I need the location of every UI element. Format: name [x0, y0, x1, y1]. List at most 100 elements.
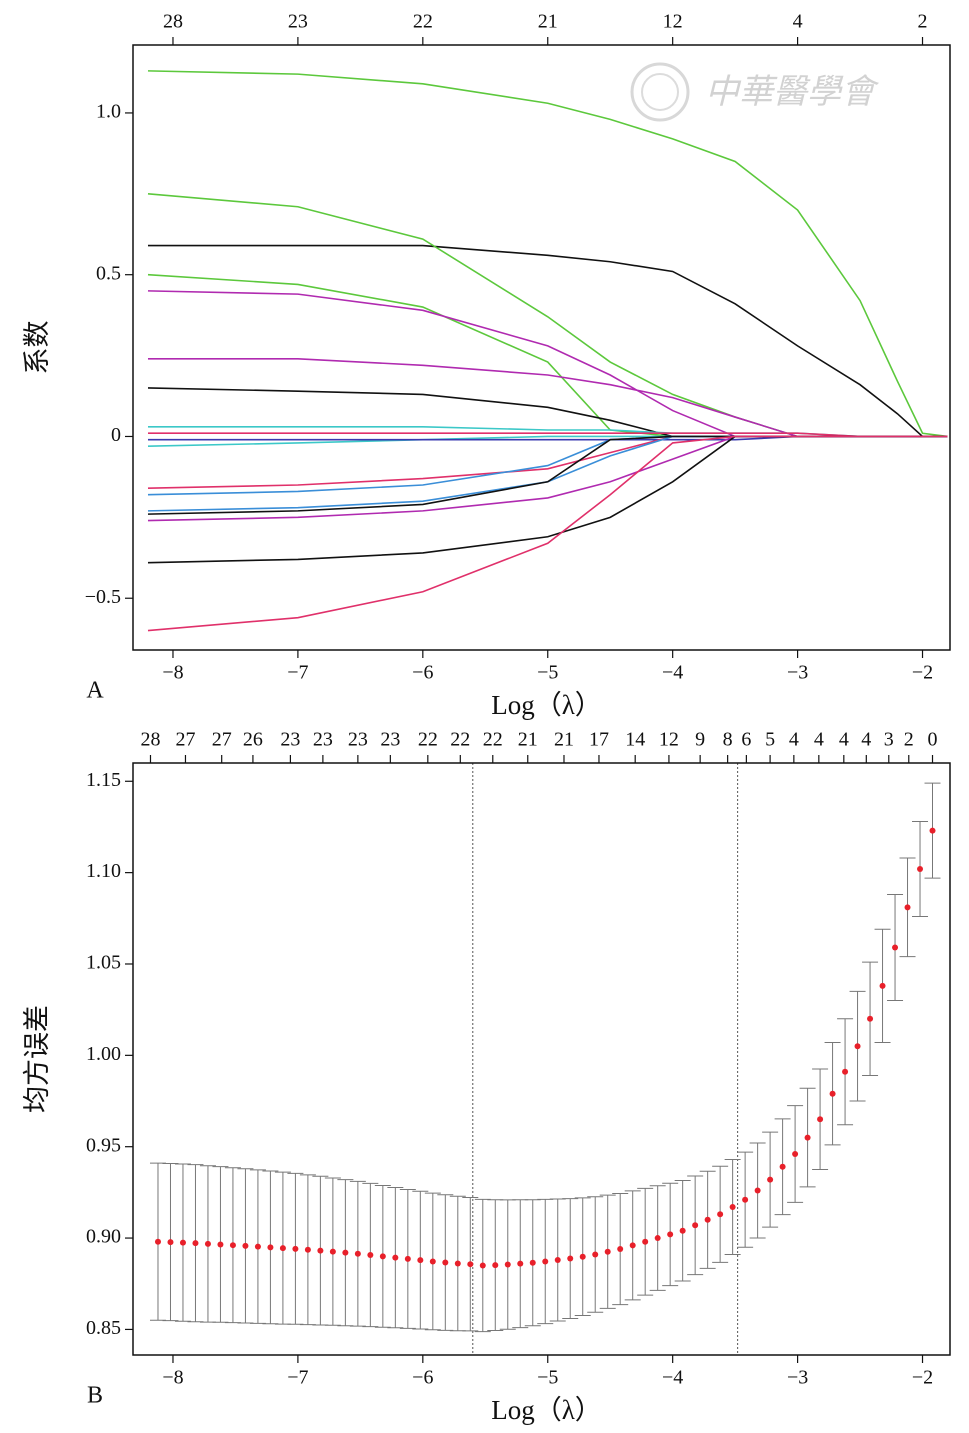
mse-point [442, 1259, 449, 1266]
panel: −8 −7 −6 −5 −4 −3 −2 0.85 0.90 0.95 1.00 1.05 1.10 1.… [22, 729, 951, 1425]
y-tick-label: 1.10 [86, 860, 121, 882]
top-tick-label: 8 [723, 729, 733, 751]
top-tick-label: 4 [814, 729, 824, 751]
mse-point [529, 1259, 536, 1266]
x-tick-label: −6 [412, 1367, 433, 1389]
x-tick-label: −4 [662, 662, 683, 684]
mse-point [517, 1260, 524, 1267]
x-tick-label: −8 [162, 662, 183, 684]
mse-point [317, 1247, 324, 1254]
mse-point [767, 1176, 774, 1183]
top-tick-label: 22 [413, 11, 433, 33]
plot-frame [132, 44, 951, 651]
top-tick-label: 22 [418, 729, 438, 751]
mse-point [267, 1244, 274, 1251]
y-tick-label: 0.95 [86, 1134, 121, 1156]
coefficient-path [147, 70, 948, 438]
x-axis-title: Log（λ） [491, 1395, 602, 1425]
mse-point [779, 1163, 786, 1170]
mse-point [167, 1239, 174, 1246]
mse-point [592, 1251, 599, 1258]
x-tick-label: −3 [787, 1367, 808, 1389]
mse-point [329, 1248, 336, 1255]
plot-area [147, 70, 948, 632]
mse-point [879, 982, 886, 989]
watermark: 中華醫學會 [705, 72, 880, 112]
mse-point [217, 1241, 224, 1248]
mse-point [404, 1255, 411, 1262]
mse-point [342, 1249, 349, 1256]
mse-point [692, 1222, 699, 1229]
logo-ring [630, 62, 690, 122]
y-tick-label: 0.5 [96, 262, 121, 284]
mse-point [304, 1246, 311, 1253]
mse-point [804, 1134, 811, 1141]
y-tick-label: 1.0 [96, 101, 121, 123]
logo-inner [641, 73, 679, 111]
mse-point [292, 1245, 299, 1252]
x-tick-label: −4 [662, 1367, 683, 1389]
top-tick-label: 26 [243, 729, 263, 751]
mse-point [479, 1262, 486, 1269]
top-tick-label: 4 [861, 729, 871, 751]
mse-point [854, 1043, 861, 1050]
top-tick-label: 23 [348, 729, 368, 751]
mse-point [554, 1256, 561, 1263]
top-tick-label: 21 [554, 729, 574, 751]
mse-point [192, 1240, 199, 1247]
mse-point [929, 827, 936, 834]
top-tick-label: 17 [589, 729, 609, 751]
mse-point [392, 1254, 399, 1261]
x-axis-title: Log（λ） [491, 690, 602, 720]
top-tick-label: 4 [839, 729, 849, 751]
mse-point [579, 1253, 586, 1260]
y-tick-label: 1.00 [86, 1043, 121, 1065]
top-tick-label: 2 [904, 729, 914, 751]
top-tick-label: 4 [793, 11, 803, 33]
y-tick-label: 0 [111, 424, 121, 446]
mse-point [229, 1242, 236, 1249]
x-tick-label: −5 [537, 1367, 558, 1389]
top-tick-label: 27 [175, 729, 195, 751]
mse-point [179, 1239, 186, 1246]
mse-point [379, 1253, 386, 1260]
mse-point [792, 1151, 799, 1158]
mse-point [242, 1242, 249, 1249]
mse-point [467, 1261, 474, 1268]
top-tick-label: 28 [163, 11, 183, 33]
mse-point [917, 865, 924, 872]
mse-point [717, 1211, 724, 1218]
coefficient-path [147, 435, 948, 632]
panel-label: A [86, 678, 104, 704]
x-tick-label: −3 [787, 662, 808, 684]
mse-point [704, 1216, 711, 1223]
mse-point [892, 944, 899, 951]
top-tick-label: 12 [659, 729, 679, 751]
mse-point [729, 1204, 736, 1210]
mse-point [654, 1235, 661, 1242]
top-tick-label: 23 [288, 11, 308, 33]
mse-point [367, 1252, 374, 1259]
top-tick-label: 23 [313, 729, 333, 751]
mse-point [679, 1227, 686, 1234]
mse-point [154, 1238, 161, 1245]
y-tick-label: −0.5 [85, 586, 121, 608]
coefficient-path [147, 244, 948, 438]
top-tick-label: 3 [884, 729, 894, 751]
top-tick-label: 2 [918, 11, 928, 33]
mse-point [842, 1068, 849, 1075]
mse-point [667, 1231, 674, 1238]
mse-point [204, 1240, 211, 1247]
top-tick-label: 23 [380, 729, 400, 751]
x-tick-label: −7 [287, 662, 308, 684]
panel: −8 −7 −6 −5 −4 −3 −2 −0.5 0 0.5 1.0 28 23 22 21 12 4 2 Log… [22, 11, 951, 720]
top-tick-label: 28 [140, 729, 160, 751]
mse-point [867, 1015, 874, 1022]
top-tick-label: 23 [280, 729, 300, 751]
y-axis-title: 系数 [22, 321, 52, 375]
mse-point [742, 1196, 749, 1203]
top-tick-label: 21 [538, 11, 558, 33]
top-tick-label: 27 [212, 729, 232, 751]
